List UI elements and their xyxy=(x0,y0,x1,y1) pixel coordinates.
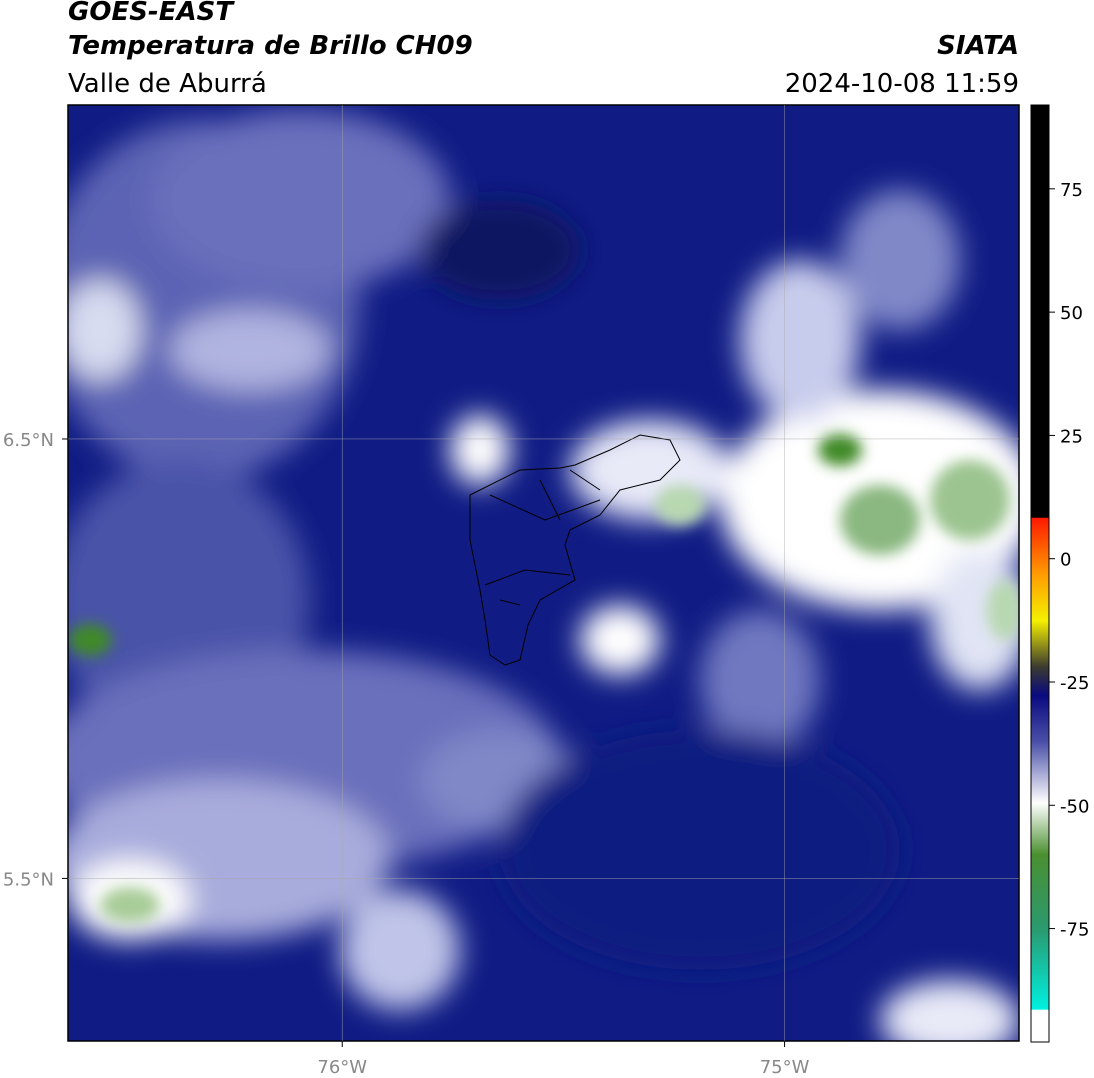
colorbar-label: -50 xyxy=(1060,796,1089,817)
source: SIATA xyxy=(937,31,1019,61)
map-field xyxy=(68,105,1019,1041)
colorbar-label: -75 xyxy=(1060,920,1089,941)
colorbar-label: 75 xyxy=(1060,180,1083,201)
colorbar-label: 25 xyxy=(1060,426,1083,447)
boundaries xyxy=(469,434,681,666)
lon-label: 75°W xyxy=(760,1057,810,1078)
title: GOES-EAST xyxy=(68,0,235,27)
map-frame xyxy=(67,104,1020,1042)
colorbar-label: -25 xyxy=(1060,673,1089,694)
subtitle: Temperatura de Brillo CH09 xyxy=(68,31,473,61)
colorbar xyxy=(1030,104,1050,1043)
colorbar-label: 50 xyxy=(1060,303,1083,324)
datetime: 2024-10-08 11:59 xyxy=(785,69,1019,99)
lat-label: 5.5°N xyxy=(3,869,54,890)
colorbar-label: 0 xyxy=(1060,550,1071,571)
lat-label: 6.5°N xyxy=(3,430,54,451)
lon-label: 76°W xyxy=(317,1057,367,1078)
region: Valle de Aburrá xyxy=(68,69,267,99)
